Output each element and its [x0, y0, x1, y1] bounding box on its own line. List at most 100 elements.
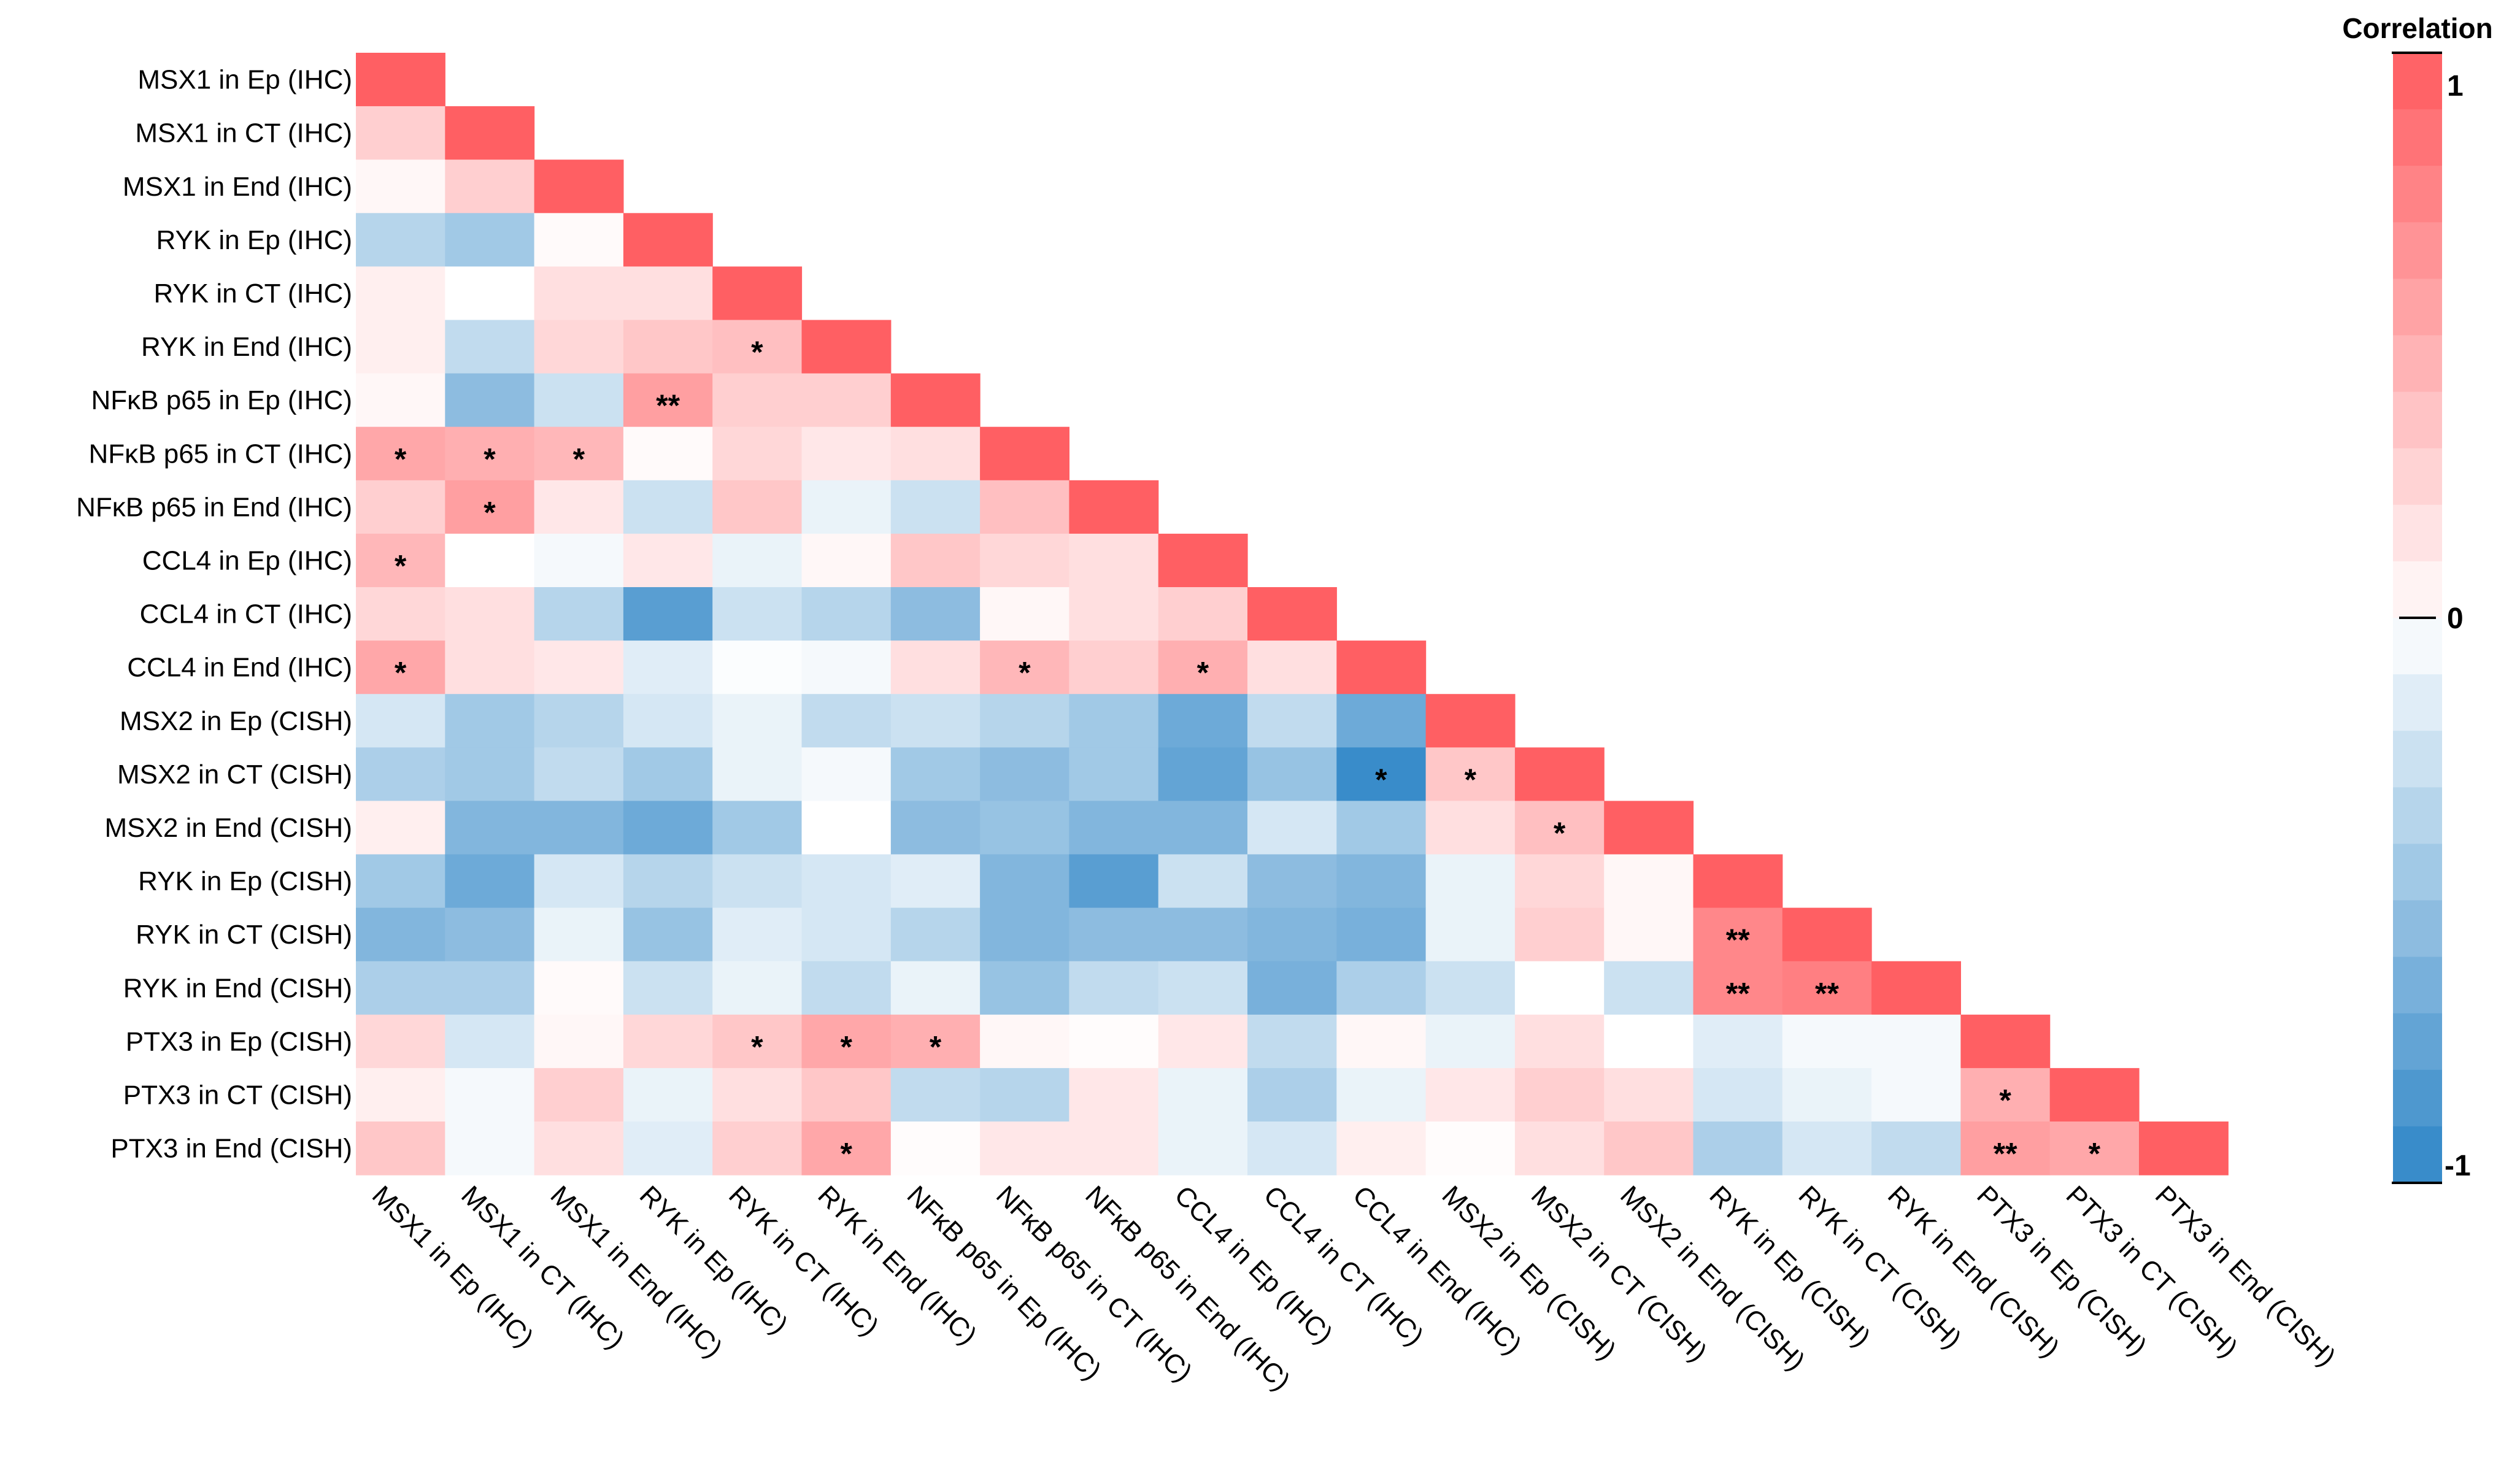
heatmap-cell — [1158, 854, 1248, 909]
column-label: RYK in End (IHC) — [812, 1180, 982, 1351]
heatmap-cell — [1069, 694, 1159, 748]
heatmap-cell — [2139, 1122, 2229, 1175]
heatmap-cell — [1871, 1068, 1961, 1122]
heatmap-cell — [1693, 854, 1783, 909]
heatmap-cell — [1158, 533, 1248, 588]
heatmap-cell — [1425, 907, 1516, 962]
heatmap-cell — [445, 747, 535, 801]
heatmap-cell — [1247, 1122, 1337, 1175]
heatmap-cell — [801, 373, 892, 428]
heatmap-cell — [1069, 961, 1159, 1015]
heatmap-cell — [623, 854, 713, 909]
heatmap-cell — [445, 266, 535, 321]
heatmap-cell — [534, 747, 624, 801]
heatmap-cell — [356, 641, 445, 694]
heatmap-cell — [801, 961, 892, 1015]
heatmap-cell — [890, 907, 981, 962]
heatmap-cell — [1514, 801, 1605, 855]
heatmap-cell — [1158, 587, 1248, 641]
heatmap-cell — [801, 1068, 892, 1122]
heatmap-cell — [1782, 907, 1872, 962]
heatmap-cell — [445, 587, 535, 641]
heatmap-cell — [712, 533, 803, 588]
heatmap-cell — [712, 694, 803, 748]
significance-mark: ** — [1726, 923, 1750, 957]
heatmap-cell — [534, 1122, 624, 1175]
heatmap-cell — [801, 533, 892, 588]
heatmap-cell — [1247, 801, 1337, 855]
significance-mark: * — [573, 442, 585, 476]
heatmap-cell — [1514, 854, 1605, 909]
significance-mark: * — [840, 1029, 852, 1064]
heatmap-cell — [890, 694, 981, 748]
heatmap-cell — [1158, 1122, 1248, 1175]
heatmap-cell — [890, 587, 981, 641]
heatmap-cell — [445, 480, 535, 534]
heatmap-cell — [1871, 1122, 1961, 1175]
heatmap-cell — [890, 801, 981, 855]
heatmap-cell — [1336, 1068, 1427, 1122]
heatmap-cell — [712, 1122, 803, 1175]
heatmap-cell — [623, 801, 713, 855]
row-label: MSX1 in CT (IHC) — [135, 118, 352, 148]
heatmap-cell — [534, 213, 624, 267]
heatmap-cell — [1336, 854, 1427, 909]
heatmap-cell — [2049, 1068, 2140, 1122]
legend-swatch — [2393, 166, 2442, 223]
heatmap-cell — [980, 747, 1069, 801]
heatmap-cell — [1069, 854, 1159, 909]
row-label: PTX3 in Ep (CISH) — [126, 1026, 352, 1056]
row-label: PTX3 in CT (CISH) — [123, 1080, 352, 1110]
heatmap-cell — [534, 801, 624, 855]
heatmap-cell — [445, 320, 535, 374]
heatmap-cell — [801, 747, 892, 801]
heatmap-cell — [1158, 641, 1248, 694]
heatmap-cell — [1069, 1014, 1159, 1069]
heatmap-cell — [712, 1014, 803, 1069]
heatmap-cell — [890, 426, 981, 481]
heatmap-cell — [1336, 907, 1427, 962]
heatmap-cell — [1693, 1068, 1783, 1122]
heatmap-cell — [712, 854, 803, 909]
heatmap-cell — [356, 373, 445, 428]
heatmap-cell — [712, 480, 803, 534]
significance-mark: * — [1197, 656, 1209, 690]
heatmap-cell — [356, 53, 445, 107]
significance-mark: ** — [1726, 976, 1750, 1010]
legend-swatch — [2393, 391, 2442, 449]
heatmap-cell — [356, 747, 445, 801]
heatmap-cell — [1782, 1014, 1872, 1069]
heatmap-cell — [1693, 961, 1783, 1015]
heatmap-cell — [356, 854, 445, 909]
heatmap-cell — [1336, 1122, 1427, 1175]
heatmap-cell — [801, 480, 892, 534]
row-label: RYK in Ep (CISH) — [138, 866, 352, 896]
significance-mark: ** — [1994, 1137, 2017, 1171]
heatmap-cell — [623, 747, 713, 801]
row-label: MSX2 in End (CISH) — [105, 813, 352, 843]
heatmap-cell — [534, 480, 624, 534]
heatmap-cell — [356, 1122, 445, 1175]
heatmap-cell — [801, 1014, 892, 1069]
heatmap-cell — [534, 373, 624, 428]
legend-swatch — [2393, 335, 2442, 393]
heatmap-cell — [980, 907, 1069, 962]
heatmap-cell — [1247, 694, 1337, 748]
heatmap-cell — [445, 106, 535, 160]
significance-mark: * — [930, 1029, 942, 1064]
row-label: NFκB p65 in End (IHC) — [76, 492, 352, 522]
heatmap-cell — [1693, 1122, 1783, 1175]
heatmap-cell — [1782, 1122, 1872, 1175]
heatmap-cell — [890, 480, 981, 534]
column-label: RYK in End (CISH) — [1882, 1180, 2065, 1364]
heatmap-cell — [1336, 801, 1427, 855]
heatmap-cell — [1425, 961, 1516, 1015]
significance-mark: * — [2089, 1137, 2101, 1171]
heatmap-cell — [356, 694, 445, 748]
significance-mark: * — [1019, 656, 1031, 690]
heatmap-cell — [534, 320, 624, 374]
heatmap-cell — [1604, 1122, 1694, 1175]
heatmap-cell — [712, 373, 803, 428]
heatmap-cell — [980, 854, 1069, 909]
